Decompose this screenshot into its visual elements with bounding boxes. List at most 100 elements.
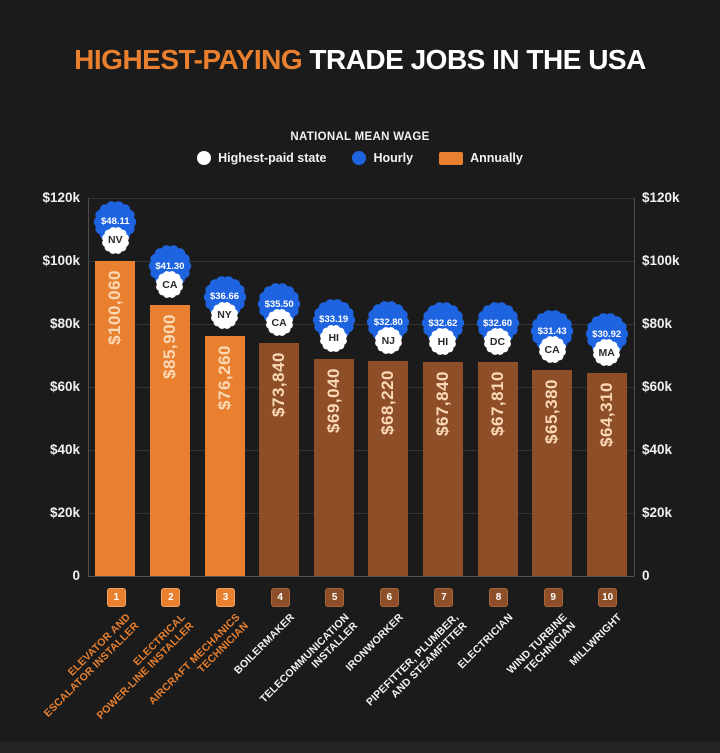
gridline — [88, 260, 634, 262]
bar — [259, 343, 300, 576]
bar-value-text: $100,060 — [105, 269, 125, 345]
bar — [313, 358, 354, 576]
bar-value-text: $69,040 — [323, 367, 343, 433]
bar-value-text: $76,260 — [214, 344, 234, 410]
y-tick-left: 0 — [72, 568, 80, 583]
hourly-value: $36.66 — [209, 291, 240, 303]
gridline — [88, 575, 634, 577]
bar-value-label: $73,840 — [259, 352, 299, 417]
state-bubble: CA — [538, 335, 567, 364]
legend-title: NATIONAL MEAN WAGE — [290, 131, 430, 143]
blue-circle-icon — [352, 151, 367, 165]
state-code: MA — [598, 346, 615, 359]
y-tick-right: $100k — [642, 253, 680, 268]
rank-badge: 5 — [325, 588, 345, 607]
bar — [368, 361, 409, 576]
bar — [477, 362, 518, 576]
state-code: NJ — [381, 334, 396, 347]
bar-value-text: $64,310 — [596, 382, 616, 448]
gridline — [88, 323, 634, 325]
state-bubble: HI — [319, 324, 348, 353]
hourly-value: $32.62 — [428, 317, 458, 329]
bar — [149, 305, 190, 576]
state-code: DC — [489, 335, 506, 348]
y-axis-line-right — [634, 198, 635, 576]
orange-rect-icon — [439, 151, 464, 165]
y-tick-right: 0 — [642, 568, 650, 583]
legend-item-annually: Annually — [439, 151, 523, 165]
state-bubble: HI — [428, 327, 457, 356]
gridline — [88, 449, 634, 451]
legend-label: Highest-paid state — [218, 151, 327, 165]
state-code: NV — [108, 234, 123, 247]
bar — [586, 373, 627, 576]
bar-value-label: $85,900 — [150, 314, 190, 379]
y-tick-right: $80k — [642, 316, 673, 331]
bar-value-label: $100,060 — [95, 270, 135, 345]
hourly-value: $41.30 — [155, 260, 185, 272]
bar-value-text: $68,220 — [378, 370, 398, 436]
bar-value-label: $76,260 — [205, 345, 245, 410]
y-tick-left: $20k — [49, 505, 80, 520]
bar-value-label: $64,310 — [587, 382, 627, 447]
bar-value-label: $65,380 — [532, 379, 572, 444]
rank-badge: 10 — [598, 588, 618, 607]
bar — [204, 335, 245, 576]
state-bubble: NJ — [374, 326, 403, 355]
state-bubble: CA — [265, 308, 294, 337]
bar-value-text: $67,840 — [432, 371, 452, 437]
y-tick-left: $40k — [49, 442, 80, 457]
rank-badge: 4 — [270, 588, 290, 607]
page-title-highlight: HIGHEST-PAYING — [74, 44, 303, 75]
state-bubble: NV — [101, 226, 130, 255]
bar — [95, 260, 136, 576]
bar — [422, 362, 463, 576]
y-tick-left: $60k — [49, 379, 80, 394]
legend-item-highest-paid-state: Highest-paid state — [197, 151, 326, 165]
state-code: NY — [217, 309, 232, 322]
state-code: CA — [271, 316, 287, 329]
state-bubble: NY — [210, 301, 239, 330]
bar-value-label: $67,810 — [478, 371, 518, 436]
hourly-value: $32.80 — [373, 316, 403, 328]
rank-badge: 1 — [106, 588, 126, 607]
legend-label: Hourly — [373, 151, 414, 165]
legend: Highest-paid state Hourly Annually — [0, 151, 720, 165]
footer-strip — [0, 741, 720, 753]
rank-badge: 8 — [489, 588, 508, 607]
legend-label: Annually — [470, 151, 523, 165]
page-title-rest: TRADE JOBS IN THE USA — [302, 44, 646, 75]
y-axis-line-left — [88, 198, 89, 576]
rank-badge: 2 — [161, 588, 181, 607]
bar-value-label: $67,840 — [423, 371, 463, 436]
state-bubble: DC — [483, 327, 512, 356]
gridline — [88, 197, 634, 199]
bar — [532, 370, 573, 576]
y-tick-right: $60k — [642, 379, 673, 394]
gridline — [88, 512, 634, 514]
job-label: MILLWRIGHT — [567, 611, 625, 669]
bar-value-text: $65,380 — [542, 379, 562, 444]
y-tick-left: $80k — [49, 316, 80, 331]
state-code: HI — [328, 332, 339, 345]
page-title: HIGHEST-PAYING TRADE JOBS IN THE USA — [0, 44, 720, 76]
hourly-value: $35.50 — [264, 298, 294, 310]
y-tick-right: $120k — [642, 190, 680, 205]
gridline — [88, 386, 634, 388]
job-label: WIND TURBINE TECHNICIAN — [504, 611, 579, 677]
hourly-value: $31.43 — [537, 325, 567, 337]
hourly-value: $33.19 — [319, 314, 349, 326]
hourly-value: $32.60 — [482, 317, 513, 329]
bar-value-label: $69,040 — [314, 368, 354, 433]
state-code: CA — [544, 343, 560, 356]
bar-value-text: $67,810 — [487, 371, 507, 437]
state-code: CA — [162, 278, 178, 291]
rank-badge: 9 — [543, 588, 563, 607]
bar-value-text: $73,840 — [269, 352, 289, 418]
bar-value-text: $85,900 — [159, 314, 179, 380]
hourly-value: $48.11 — [101, 216, 130, 228]
legend-item-hourly: Hourly — [352, 151, 413, 165]
rank-badge: 6 — [379, 588, 399, 607]
state-bubble: MA — [592, 338, 621, 367]
